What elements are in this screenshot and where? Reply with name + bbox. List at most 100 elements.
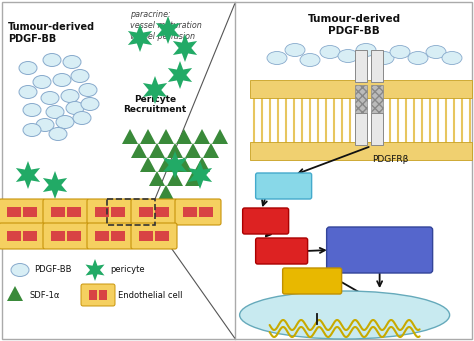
Bar	[371, 50, 383, 82]
Bar	[356, 85, 367, 113]
Ellipse shape	[36, 119, 54, 132]
Ellipse shape	[66, 102, 84, 115]
Polygon shape	[156, 16, 180, 44]
Bar	[51, 231, 65, 241]
Polygon shape	[194, 129, 210, 144]
Ellipse shape	[41, 91, 59, 104]
FancyBboxPatch shape	[175, 199, 221, 225]
FancyBboxPatch shape	[0, 199, 45, 225]
Text: PDGFRβ: PDGFRβ	[372, 155, 409, 164]
Bar	[250, 80, 472, 98]
Bar	[7, 231, 21, 241]
Polygon shape	[188, 161, 212, 189]
FancyBboxPatch shape	[0, 223, 45, 249]
Bar	[356, 50, 367, 82]
Bar	[371, 113, 383, 145]
Text: Akt: Akt	[255, 216, 276, 226]
Polygon shape	[203, 143, 219, 158]
Polygon shape	[158, 129, 174, 144]
Ellipse shape	[285, 44, 305, 57]
Text: HIF-1α protein
Synthesis: HIF-1α protein Synthesis	[340, 239, 419, 261]
Polygon shape	[212, 129, 228, 144]
Polygon shape	[167, 171, 183, 186]
Ellipse shape	[71, 70, 89, 83]
Bar	[23, 207, 37, 217]
Bar	[139, 231, 153, 241]
FancyBboxPatch shape	[327, 227, 433, 273]
Ellipse shape	[240, 291, 450, 339]
Bar	[371, 85, 383, 113]
Ellipse shape	[33, 75, 51, 89]
Bar	[99, 290, 107, 300]
Text: PI3K: PI3K	[270, 181, 297, 191]
Bar	[111, 231, 125, 241]
Polygon shape	[176, 157, 192, 172]
Bar	[95, 231, 109, 241]
Bar	[111, 207, 125, 217]
Ellipse shape	[390, 45, 410, 59]
FancyBboxPatch shape	[43, 223, 89, 249]
Polygon shape	[7, 286, 23, 301]
Text: pericyte: pericyte	[110, 266, 145, 275]
FancyBboxPatch shape	[43, 199, 89, 225]
Polygon shape	[185, 171, 201, 186]
Bar	[107, 199, 155, 225]
FancyBboxPatch shape	[243, 208, 289, 234]
Bar	[7, 207, 21, 217]
Text: Endothelial cell: Endothelial cell	[118, 291, 182, 299]
Polygon shape	[128, 24, 152, 52]
Text: mTOR: mTOR	[263, 246, 300, 256]
FancyBboxPatch shape	[131, 199, 177, 225]
Ellipse shape	[56, 116, 74, 129]
Ellipse shape	[426, 45, 446, 59]
Polygon shape	[158, 185, 174, 200]
Polygon shape	[158, 157, 174, 172]
Ellipse shape	[19, 61, 37, 74]
Polygon shape	[43, 171, 67, 199]
Bar	[356, 113, 367, 145]
Polygon shape	[16, 161, 40, 189]
Text: SDF-1α
Transcription: SDF-1α Transcription	[308, 296, 381, 318]
Text: Tumour-derived
PDGF-BB: Tumour-derived PDGF-BB	[8, 22, 95, 44]
Bar	[199, 207, 213, 217]
Polygon shape	[168, 61, 192, 89]
Ellipse shape	[81, 98, 99, 110]
Bar	[51, 207, 65, 217]
Ellipse shape	[46, 105, 64, 119]
Polygon shape	[131, 143, 147, 158]
Text: SDF-1α: SDF-1α	[30, 291, 60, 299]
Bar	[67, 207, 81, 217]
Polygon shape	[140, 157, 156, 172]
Text: HIF-1β: HIF-1β	[293, 276, 331, 286]
Ellipse shape	[11, 264, 29, 277]
Bar	[183, 207, 197, 217]
Bar	[89, 290, 97, 300]
Text: Pericyte
Recruitment: Pericyte Recruitment	[123, 95, 187, 114]
Polygon shape	[167, 143, 183, 158]
Ellipse shape	[23, 123, 41, 136]
Text: paracrine:
vessel maturation
vessel perfusion: paracrine: vessel maturation vessel perf…	[130, 10, 202, 41]
FancyBboxPatch shape	[255, 173, 311, 199]
Bar	[67, 231, 81, 241]
Ellipse shape	[320, 45, 340, 59]
Polygon shape	[149, 171, 165, 186]
Text: Tumour-derived
PDGF-BB: Tumour-derived PDGF-BB	[308, 14, 401, 36]
Polygon shape	[140, 129, 156, 144]
FancyBboxPatch shape	[87, 223, 133, 249]
Ellipse shape	[408, 51, 428, 64]
Ellipse shape	[300, 54, 320, 66]
Ellipse shape	[53, 74, 71, 87]
Ellipse shape	[79, 84, 97, 97]
FancyBboxPatch shape	[283, 268, 342, 294]
Polygon shape	[185, 143, 201, 158]
Ellipse shape	[73, 112, 91, 124]
Bar	[155, 231, 169, 241]
FancyBboxPatch shape	[81, 284, 115, 306]
Polygon shape	[122, 129, 138, 144]
FancyBboxPatch shape	[87, 199, 133, 225]
Bar	[23, 231, 37, 241]
Ellipse shape	[43, 54, 61, 66]
Polygon shape	[176, 129, 192, 144]
FancyBboxPatch shape	[131, 223, 177, 249]
Ellipse shape	[49, 128, 67, 140]
